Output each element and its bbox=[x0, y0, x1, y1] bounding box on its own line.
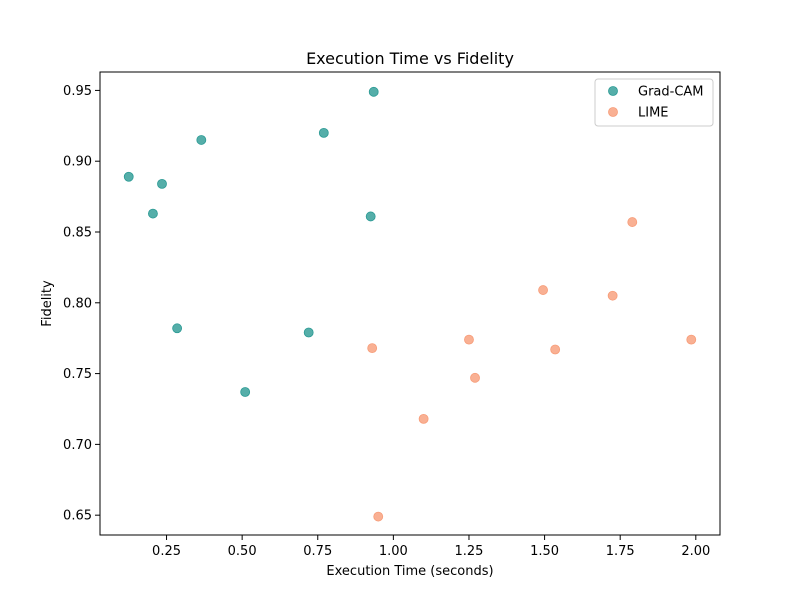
x-tick-label: 2.00 bbox=[681, 544, 710, 559]
point-lime bbox=[367, 343, 378, 354]
x-tick-label: 1.75 bbox=[606, 544, 635, 559]
point-lime bbox=[373, 511, 384, 522]
y-tick-label: 0.90 bbox=[63, 155, 92, 170]
point-grad-cam bbox=[196, 135, 207, 145]
chart-title: Execution Time vs Fidelity bbox=[306, 49, 514, 68]
point-lime bbox=[686, 334, 697, 345]
point-lime bbox=[607, 290, 618, 301]
y-tick-label: 0.85 bbox=[63, 225, 92, 240]
legend-marker-lime bbox=[608, 107, 618, 117]
y-tick-label: 0.80 bbox=[63, 296, 92, 311]
y-tick-label: 0.65 bbox=[63, 509, 92, 524]
point-grad-cam bbox=[172, 323, 183, 334]
point-grad-cam bbox=[368, 86, 379, 97]
legend-marker-grad-cam bbox=[608, 86, 618, 96]
point-lime bbox=[627, 217, 638, 227]
point-grad-cam bbox=[123, 171, 134, 182]
x-axis: 0.25 0.50 0.75 1.00 1.25 1.50 1.75 2.00 bbox=[152, 535, 710, 559]
y-axis: 0.65 0.70 0.75 0.80 0.85 0.90 0.95 bbox=[63, 84, 100, 524]
x-tick-label: 0.25 bbox=[152, 544, 181, 559]
x-tick-label: 1.50 bbox=[530, 544, 559, 559]
x-tick-label: 1.00 bbox=[379, 544, 408, 559]
x-tick-label: 1.25 bbox=[454, 544, 483, 559]
data-points bbox=[123, 86, 697, 522]
point-lime bbox=[464, 334, 474, 345]
legend-label-grad-cam: Grad-CAM bbox=[638, 85, 704, 100]
x-tick-label: 0.75 bbox=[303, 544, 332, 559]
point-grad-cam bbox=[157, 178, 167, 189]
y-tick-label: 0.95 bbox=[63, 84, 92, 99]
y-tick-label: 0.75 bbox=[63, 367, 92, 382]
legend-label-lime: LIME bbox=[638, 106, 669, 121]
y-axis-label: Fidelity bbox=[40, 280, 55, 327]
point-grad-cam bbox=[148, 208, 158, 219]
point-grad-cam bbox=[303, 327, 314, 338]
legend: Grad-CAM LIME bbox=[594, 78, 714, 127]
point-lime bbox=[470, 372, 480, 383]
point-lime bbox=[538, 285, 548, 295]
x-tick-label: 0.50 bbox=[228, 544, 257, 559]
point-grad-cam bbox=[365, 211, 376, 222]
point-lime bbox=[550, 344, 561, 355]
plot-frame bbox=[99, 71, 721, 536]
y-tick-label: 0.70 bbox=[63, 438, 92, 453]
legend-box bbox=[594, 78, 714, 127]
point-lime bbox=[418, 413, 429, 424]
point-grad-cam bbox=[318, 127, 329, 138]
x-axis-label: Execution Time (seconds) bbox=[326, 564, 493, 579]
point-grad-cam bbox=[240, 387, 251, 397]
